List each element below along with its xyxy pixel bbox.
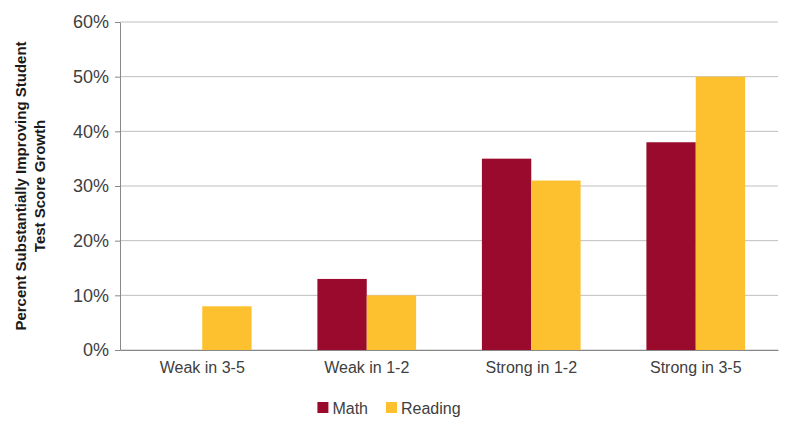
y-tick: 20% xyxy=(73,231,120,251)
bar xyxy=(153,350,202,351)
y-tick-label: 60% xyxy=(73,12,109,32)
grid-line xyxy=(120,76,778,77)
y-axis-title-line: Test Score Growth xyxy=(31,120,48,252)
grid-line xyxy=(120,131,778,132)
chart: 0% 10% 20% 30% 40% 50% 60% Weak in 3-5 Weak in 1… xyxy=(0,0,787,430)
x-axis-line xyxy=(121,350,779,351)
y-tick-label: 0% xyxy=(83,340,109,360)
y-tick: 60% xyxy=(73,12,120,32)
bar xyxy=(202,306,251,350)
grid xyxy=(120,22,778,350)
y-tick-label: 40% xyxy=(73,122,109,142)
y-tick: 0% xyxy=(83,340,120,360)
y-tick: 30% xyxy=(73,176,120,196)
y-tick-mark xyxy=(115,295,120,296)
y-tick-label: 30% xyxy=(73,176,109,196)
legend: Math Reading xyxy=(317,400,460,417)
legend-label: Math xyxy=(332,400,368,417)
y-tick-label: 20% xyxy=(73,231,109,251)
x-tick: Weak in 1-2 xyxy=(324,359,409,376)
y-tick-mark xyxy=(115,131,120,132)
y-axis-title-line: Percent Substantially Improving Student xyxy=(12,41,29,330)
x-axis: Weak in 3-5 Weak in 1-2 Strong in 1-2 Stron… xyxy=(121,351,779,377)
y-tick-mark xyxy=(115,186,120,187)
bar xyxy=(531,181,580,350)
y-axis-title: Percent Substantially Improving StudentT… xyxy=(12,41,48,330)
y-tick-label: 10% xyxy=(73,286,109,306)
legend-swatch xyxy=(317,402,328,413)
x-tick-label: Strong in 1-2 xyxy=(485,359,577,376)
y-tick: 50% xyxy=(73,67,120,87)
bar xyxy=(696,77,745,350)
x-tick: Weak in 3-5 xyxy=(160,359,245,376)
y-tick: 10% xyxy=(73,286,120,306)
legend-label: Reading xyxy=(401,400,461,417)
x-tick-label: Strong in 3-5 xyxy=(650,359,742,376)
bar xyxy=(482,159,531,350)
x-tick-label: Weak in 3-5 xyxy=(160,359,245,376)
y-tick-mark xyxy=(115,241,120,242)
grid-line xyxy=(120,22,778,23)
y-axis-line xyxy=(120,23,121,351)
legend-swatch xyxy=(386,402,397,413)
bar xyxy=(367,295,416,350)
y-tick-label: 50% xyxy=(73,67,109,87)
x-tick: Strong in 3-5 xyxy=(650,359,742,376)
bars xyxy=(202,77,745,350)
bar xyxy=(646,142,695,350)
legend-item: Math xyxy=(317,400,368,417)
x-tick-label: Weak in 1-2 xyxy=(324,359,409,376)
y-tick: 40% xyxy=(73,122,120,142)
y-tick-mark xyxy=(115,350,120,351)
y-axis: 0% 10% 20% 30% 40% 50% 60% xyxy=(73,12,121,360)
plot: 0% 10% 20% 30% 40% 50% 60% Weak in 3-5 Weak in 1… xyxy=(73,12,779,376)
y-tick-mark xyxy=(115,22,120,23)
bar xyxy=(317,279,366,350)
x-tick: Strong in 1-2 xyxy=(485,359,577,376)
y-tick-mark xyxy=(115,77,120,78)
legend-item: Reading xyxy=(386,400,461,417)
